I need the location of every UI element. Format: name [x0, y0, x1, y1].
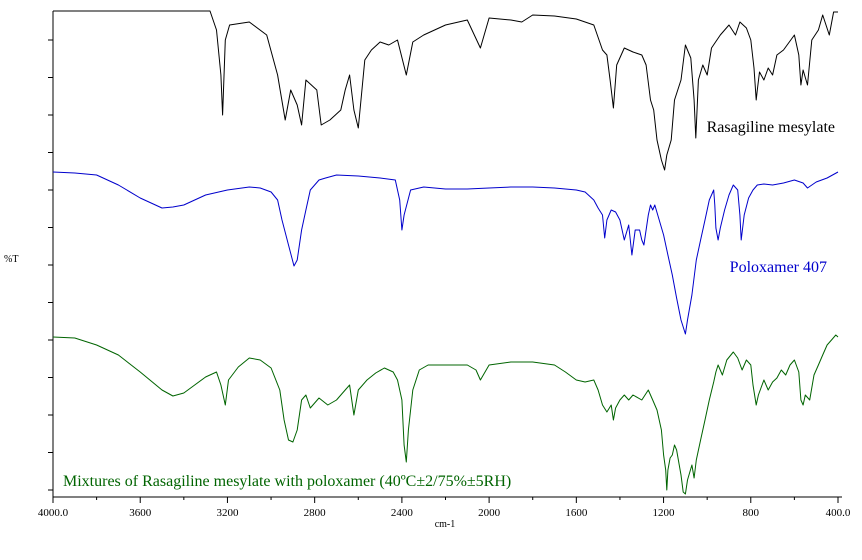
- x-tick-label: 3600: [129, 507, 152, 519]
- y-axis-ticks: [48, 39, 53, 491]
- x-tick-label: 3200: [216, 507, 239, 519]
- x-tick-label: 1600: [565, 507, 588, 519]
- series-line-mixture: [52, 334, 839, 495]
- series-line-rasagiline-mesylate: [53, 10, 838, 171]
- x-tick-label: 2000: [478, 507, 501, 519]
- x-tick-label: 1200: [653, 507, 676, 519]
- y-axis-label: %T: [4, 254, 18, 265]
- series-lines: [52, 10, 839, 495]
- x-axis-label: cm-1: [435, 519, 456, 530]
- series-label-rasagiline-mesylate: Rasagiline mesylate: [707, 119, 835, 136]
- x-tick-label: 2800: [304, 507, 327, 519]
- series-label-mixture: Mixtures of Rasagiline mesylate with pol…: [63, 473, 511, 490]
- series-line-poloxamer-407: [52, 171, 839, 335]
- x-tick-label: 400.0: [826, 507, 851, 519]
- x-axis-tick-labels: 4000.0 3600 3200 2800 2400 2000 1600 1200 800 400…: [38, 507, 851, 519]
- x-axis-ticks: [52, 497, 839, 503]
- x-tick-label: 2400: [391, 507, 414, 519]
- x-tick-label: 4000.0: [38, 507, 69, 519]
- series-label-poloxamer-407: Poloxamer 407: [730, 259, 827, 276]
- x-tick-label: 800: [743, 507, 760, 519]
